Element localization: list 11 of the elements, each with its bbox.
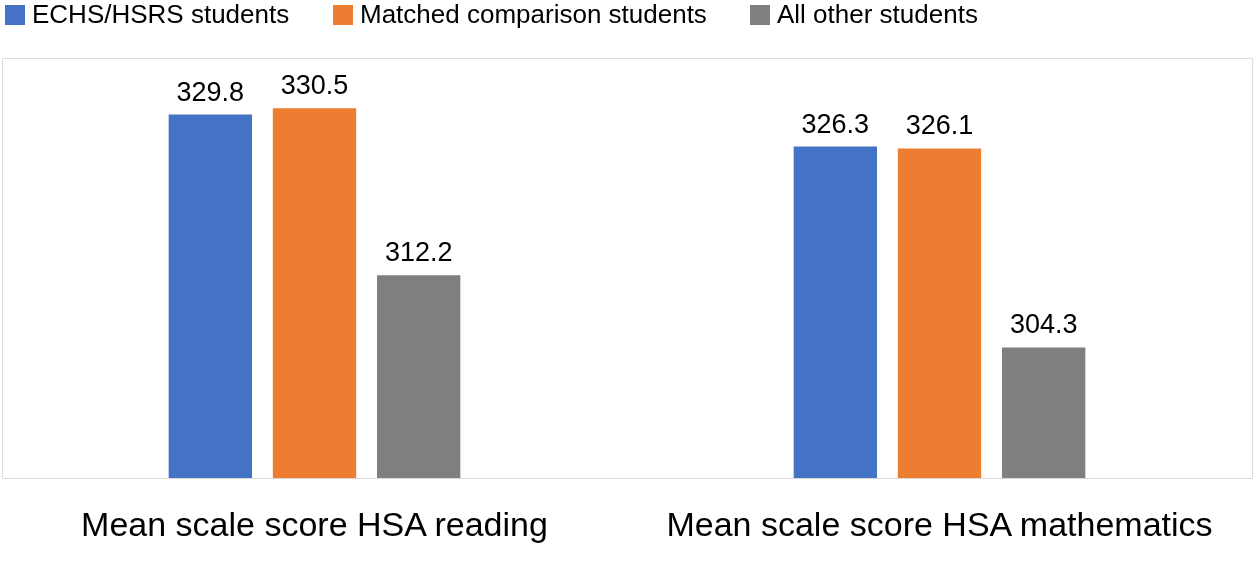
legend-label: ECHS/HSRS students [32, 0, 290, 29]
data-label: 329.8 [176, 76, 245, 107]
x-tick-label: Mean scale score HSA reading [81, 504, 548, 543]
data-label: 326.1 [905, 110, 974, 141]
x-tick-label: Mean scale score HSA mathematics [666, 504, 1213, 543]
data-label: 312.2 [384, 237, 453, 268]
data-label: 326.3 [801, 108, 870, 139]
legend-label: Matched comparison students [360, 0, 707, 29]
data-label: 304.3 [1009, 309, 1078, 340]
legend-label: All other students [777, 0, 978, 29]
data-label: 330.5 [280, 70, 349, 101]
